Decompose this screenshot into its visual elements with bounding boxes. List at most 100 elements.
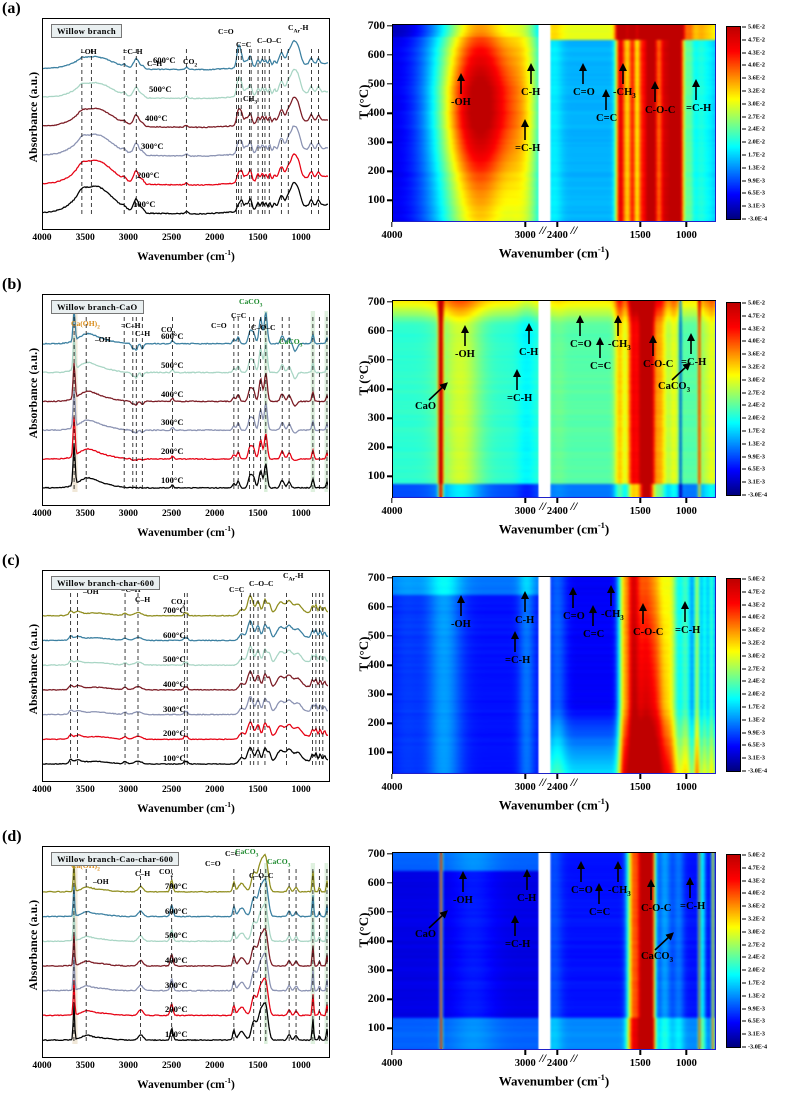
colorbar-tick-mark [742,944,746,946]
colorbar-tick-label: -3.0E-4 [748,767,768,775]
peak-label-CO: CO2 [183,57,198,69]
temperature-label-600: 600°C [161,330,184,341]
heatmap-y-tick: 200 [367,717,385,730]
contour-map-d: T (°C) CaO -OH C-H =C-H C=O C=C -CH3 C-O-C =C-H Ca… [348,844,790,1102]
panel-d: (d) Absorbance (a.u.) Willow branch-Cao-ch… [0,828,800,1104]
colorbar-tick-mark [742,481,746,483]
heatmap-canvas [393,25,715,221]
temperature-label-700: 700°C [163,604,186,615]
contour-map-c: T (°C) -OH C-H =C-H C=O C=C -CH3 C-O-C =C-H 700 60… [348,568,790,826]
colorbar-tick-mark [742,39,746,41]
colorbar-tick-mark [742,180,746,182]
colorbar-tick-label: 1.3E-2 [748,164,766,172]
colorbar-tick-label: 3.1E-3 [748,754,766,762]
spectrum-curve-600 [43,309,328,353]
heatmap-y-tick: 600 [367,877,385,890]
colorbar-tick-label: -3.0E-4 [748,491,768,499]
peak-label-CaCO: CaCO3 [279,337,303,349]
temperature-label-600: 600°C [165,905,188,916]
heatmap-annotation-OH: -OH [451,97,471,108]
spectra-x-tick: 4000 [32,508,52,519]
heatmap-x-tick-mark [639,498,641,503]
peak-label-CH: C–H [135,595,151,604]
peak-label-CArH: CAr-H [283,571,304,583]
heatmap-plot-area: -OH C-H =C-H C=O C=C -CH3 C-O-C =C-H [392,24,716,222]
peak-label-CaCO: CaCO3 [267,857,291,869]
colorbar-tick-label: 6.5E-3 [748,189,766,197]
spectra-x-tick: 2500 [161,784,182,795]
colorbar-tick-label: 1.7E-2 [748,703,766,711]
heatmap-y-tick-mark [387,330,392,332]
heatmap-y-tick-mark [387,693,392,695]
axis-break-mark: // [539,775,547,789]
colorbar-tick-mark [742,1033,746,1035]
colorbar-tick-mark [742,353,746,355]
colorbar-tick-mark [742,969,746,971]
spectra-x-axis-label: Wavenumber (cm-1) [137,1076,235,1091]
colorbar-gradient [727,303,740,495]
heatmap-x-tick-mark [685,498,688,503]
colorbar-tick-label: -3.0E-4 [748,215,768,223]
panel-label-d: (d) [2,828,22,845]
colorbar-tick-mark [742,302,746,304]
spectra-x-tick: 2500 [161,1060,182,1071]
spectra-x-tick: 1000 [291,508,311,519]
colorbar-tick-mark [742,854,746,856]
colorbar-tick-label: 2.7E-2 [748,113,766,121]
peak-label-CO: CO2 [161,325,176,337]
peak-label-COC: C–O–C [249,579,274,588]
heatmap-x-tick-mark [639,1050,641,1055]
heatmap-annotation-CH: C-H [517,893,537,904]
colorbar-tick-label: 4.0E-2 [748,613,766,621]
heatmap-x-tick: 1500 [629,230,651,241]
heatmap-y-tick: 400 [367,107,385,120]
colorbar-tick-mark [742,64,746,66]
spectra-x-tick: 3000 [118,784,138,795]
heatmap-x-tick-mark [685,1050,688,1055]
spectra-plot-area: Willow branch 600°C 500°C 400°C 300°C 200°C 10… [42,18,330,230]
temperature-label-100: 100°C [165,1029,188,1040]
heatmap-x-tick: 3000 [514,506,536,517]
heatmap-y-ticks: 700 600 500 400 300 200 100 [348,848,392,1050]
heatmap-y-tick: 400 [367,659,385,672]
temperature-label-400: 400°C [145,112,168,123]
spectrum-curve-200 [43,977,328,1017]
panel-label-b: (b) [2,276,22,293]
heatmap-x-tick: 1000 [675,782,697,793]
heatmap-annotation-CH: =C-H [675,625,701,636]
axis-break-mark: // [539,499,547,513]
heatmap-annotation-CC: C=C [589,907,611,918]
colorbar-tick-label: 3.0E-2 [748,100,766,108]
colorbar-tick-label: 3.1E-3 [748,1030,766,1038]
peak-label-COC: C–O–C [257,36,282,45]
spectra-y-axis-label: Absorbance (a.u.) [28,899,40,991]
colorbar-tick-label: 1.7E-2 [748,427,766,435]
spectra-title-a: Willow branch [51,24,123,38]
peak-label-COC: C–O–C [251,323,276,332]
colorbar-tick-label: 4.7E-2 [748,36,766,44]
colorbar-tick-label: 2.0E-2 [748,690,766,698]
colorbar-tick-mark [742,52,746,54]
panel-a: (a) Absorbance (a.u.) Willow branch 600°C 50… [0,0,800,276]
spectra-x-tick: 2500 [161,508,182,519]
heatmap-y-tick-mark [387,359,392,361]
spectra-title-c: Willow branch-char-600 [51,576,161,590]
temperature-label-200: 200°C [161,446,184,457]
heatmap-annotation-CO: C=O [570,339,592,350]
peak-label-CO: C=O [205,859,221,868]
peak-label-CO: C=O [218,27,234,36]
spectra-x-tick: 3500 [75,1060,95,1071]
peak-label-CaCO: CaCO3 [235,847,259,859]
heatmap-annotation-CH: =C-H [505,655,531,666]
spectrum-curve-200 [43,416,328,462]
spectrum-curve-300 [43,125,328,158]
colorbar-tick-label: 4.0E-2 [748,61,766,69]
heatmap-canvas [393,853,715,1049]
heatmap-x-tick: 2400 [546,1058,568,1069]
heatmap-annotation-CH: C-H [519,347,539,358]
colorbar-tick-label: 2.0E-2 [748,414,766,422]
heatmap-plot-area: -OH C-H =C-H C=O C=C -CH3 C-O-C =C-H [392,576,716,774]
colorbar-tick-mark [742,443,746,445]
heatmap-x-tick: 2400 [546,230,568,241]
